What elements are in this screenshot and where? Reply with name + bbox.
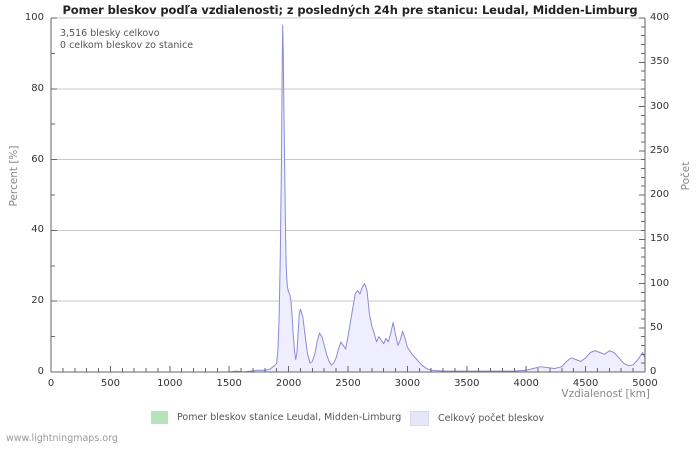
annotation-station-strokes: 0 celkom bleskov zo stanice — [60, 40, 194, 51]
y-axis-right-tick-label: 300 — [650, 100, 670, 112]
legend-item-station-ratio: Pomer bleskov stanice Leudal, Midden-Lim… — [151, 411, 401, 424]
x-axis-tick-label: 4500 — [572, 378, 599, 389]
y-axis-right-tick-label: 400 — [650, 12, 670, 23]
y-axis-right-tick-label: 250 — [650, 144, 670, 156]
series-total-count-line — [51, 24, 646, 373]
y-axis-right-tick-label: 200 — [650, 189, 670, 200]
y-axis-left-tick-label: 40 — [31, 224, 44, 236]
x-axis-tick-label: 2500 — [335, 378, 361, 389]
y-axis-left-tick-label: 100 — [24, 12, 44, 23]
y-axis-right-tick-label: 150 — [650, 233, 670, 245]
y-axis-left-tick-label: 20 — [31, 295, 44, 307]
x-axis-tick-label: 0 — [47, 378, 55, 389]
x-axis-tick-label: 1000 — [157, 378, 183, 389]
plot-background — [51, 18, 645, 372]
y-axis-right-tick-label: 350 — [650, 56, 670, 68]
legend-label-station: Pomer bleskov stanice Leudal, Midden-Lim… — [177, 412, 402, 423]
x-axis-tick-label: 500 — [100, 378, 120, 389]
y-axis-left-tick-label: 60 — [31, 153, 44, 165]
x-axis-tick-label: 1500 — [216, 378, 242, 389]
legend-item-total-count: Celkový počet bleskov — [410, 411, 544, 426]
x-axis-tick-label: 2000 — [275, 378, 302, 389]
y-axis-left-title: Percent [%] — [8, 145, 20, 207]
y-axis-left-tick-label: 80 — [31, 82, 44, 94]
x-axis-tick-label: 4000 — [513, 378, 539, 389]
footer-source: www.lightningmaps.org — [6, 433, 118, 444]
y-axis-left-tick-label: 0 — [37, 366, 44, 377]
y-axis-right-tick-label: 0 — [650, 366, 657, 377]
y-axis-right-tick-label: 100 — [650, 277, 670, 289]
x-axis-tick-label: 5000 — [632, 378, 658, 389]
legend-swatch-total — [410, 411, 429, 426]
x-axis-title: Vzdialenosť [km] — [561, 388, 650, 400]
annotation-total-strokes: 3,516 blesky celkovo — [60, 28, 160, 39]
x-axis-tick-label: 3500 — [454, 378, 480, 389]
legend-swatch-station — [151, 411, 168, 424]
chart-title: Pomer bleskov podľa vzdialenosti; z posl… — [62, 3, 638, 17]
y-axis-right-tick-label: 50 — [650, 321, 663, 333]
ticks — [50, 17, 646, 373]
x-axis-tick-label: 3000 — [394, 378, 421, 389]
legend-label-total: Celkový počet bleskov — [438, 413, 545, 424]
